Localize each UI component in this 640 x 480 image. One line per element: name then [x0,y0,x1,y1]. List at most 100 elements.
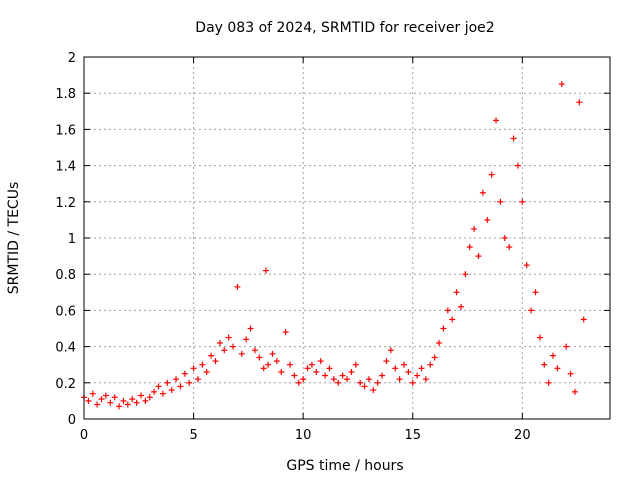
data-point [251,347,258,354]
data-point [405,368,412,375]
data-point [431,354,438,361]
data-point [304,365,311,372]
data-point [554,365,561,372]
y-tick-label: 1.8 [55,87,76,102]
data-point [558,81,565,88]
data-point [339,372,346,379]
data-point [453,289,460,296]
data-point [567,370,574,377]
data-point [348,368,355,375]
data-point [94,401,101,408]
data-point [317,358,324,365]
data-point [181,370,188,377]
data-points [81,81,587,410]
data-point [133,399,140,406]
data-point [151,388,158,395]
data-point [300,376,307,383]
plot-frame [83,56,611,420]
data-point [262,267,269,274]
data-point [400,361,407,368]
data-point [212,358,219,365]
data-point [287,361,294,368]
y-tick-labels: 0 0.2 0.4 0.6 0.8 1 1.2 1.4 1.6 1.8 2 [55,51,76,428]
data-point [449,316,456,323]
data-point [409,379,416,386]
data-point [111,394,118,401]
data-point [506,244,513,251]
data-point [291,372,298,379]
data-point [208,352,215,359]
data-point [282,329,289,336]
axis-ticks [83,56,610,420]
data-point [545,379,552,386]
data-point [444,307,451,314]
data-point [102,392,109,399]
data-point [536,334,543,341]
x-tick-label: 10 [295,428,312,443]
x-tick-label: 5 [189,428,197,443]
data-point [238,350,245,357]
data-point [295,379,302,386]
data-point [457,303,464,310]
data-point [563,343,570,350]
x-tick-label: 0 [80,428,88,443]
data-point [462,271,469,278]
data-point [422,376,429,383]
data-point [98,396,105,403]
x-axis-label: GPS time / hours [286,458,403,474]
data-point [501,235,508,241]
data-point [440,325,447,332]
data-point [230,343,237,350]
data-point [190,365,197,372]
y-tick-label: 0.6 [55,304,76,319]
data-point [199,361,206,368]
data-point [361,383,368,390]
data-point [370,387,377,394]
data-point [164,379,171,386]
data-point [129,396,136,403]
data-point [107,399,114,406]
data-point [146,394,153,401]
data-point [357,379,364,386]
data-point [173,376,180,383]
data-point [571,388,578,395]
data-point [488,171,495,178]
data-point [418,365,425,372]
data-point [471,225,478,232]
y-tick-label: 1.2 [55,196,76,211]
x-tick-label: 20 [514,428,531,443]
data-point [479,189,486,196]
data-point [330,376,337,383]
data-point [89,390,96,397]
data-point [387,347,394,354]
data-point [116,403,123,410]
data-point [243,336,250,343]
data-point [414,372,421,379]
data-point [168,387,175,394]
y-tick-label: 0.2 [55,377,76,392]
data-point [580,316,587,323]
data-point [256,354,263,361]
data-point [528,307,535,314]
data-point [392,365,399,372]
data-point [124,401,131,408]
x-tick-labels: 0 5 10 15 20 [80,428,531,443]
data-point [137,392,144,399]
data-point [510,135,517,142]
x-tick-label: 15 [404,428,421,443]
data-point [466,244,473,251]
data-point [120,397,127,404]
data-point [374,379,381,386]
data-point [269,350,276,357]
data-point [247,325,254,332]
data-point [322,372,329,379]
data-point [85,397,92,404]
data-point [475,253,482,260]
data-point [203,368,210,375]
data-point [497,198,504,205]
y-tick-label: 2 [68,51,76,66]
data-point [523,262,530,269]
data-point [427,361,434,368]
data-point [177,383,184,390]
data-point [142,397,149,404]
